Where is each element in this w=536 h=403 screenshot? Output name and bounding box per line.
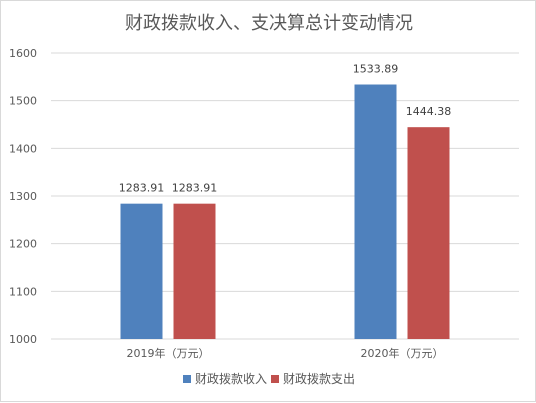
bar-value-label: 1533.89 xyxy=(353,63,399,76)
y-tick-label: 1200 xyxy=(9,238,37,251)
x-category-label: 2020年（万元） xyxy=(361,346,444,360)
bar-value-label: 1444.38 xyxy=(406,105,452,118)
data-labels: 1283.91 1283.91 1533.89 1444.38 xyxy=(119,63,452,195)
y-tick-label: 1400 xyxy=(9,142,37,155)
bars xyxy=(120,84,450,339)
y-tick-label: 1000 xyxy=(9,333,37,346)
y-tick-label: 1500 xyxy=(9,95,37,108)
legend-label: 财政拨款支出 xyxy=(283,372,355,386)
y-tick-label: 1600 xyxy=(9,47,37,60)
bar-value-label: 1283.91 xyxy=(119,182,165,195)
legend-swatch xyxy=(271,375,279,383)
bar xyxy=(354,84,397,339)
bar xyxy=(407,127,450,339)
legend: 财政拨款收入 财政拨款支出 xyxy=(183,372,355,386)
chart-title: 财政拨款收入、支决算总计变动情况 xyxy=(125,13,413,34)
y-tick-label: 1300 xyxy=(9,190,37,203)
legend-label: 财政拨款收入 xyxy=(195,372,267,386)
legend-swatch xyxy=(183,375,191,383)
bar-value-label: 1283.91 xyxy=(172,182,218,195)
y-axis-ticks: 1000 1100 1200 1300 1400 1500 1600 xyxy=(9,47,37,346)
y-tick-label: 1100 xyxy=(9,285,37,298)
x-category-label: 2019年（万元） xyxy=(127,346,210,360)
bar xyxy=(120,203,163,339)
x-axis-categories: 2019年（万元） 2020年（万元） xyxy=(127,346,444,360)
bar xyxy=(173,203,216,339)
